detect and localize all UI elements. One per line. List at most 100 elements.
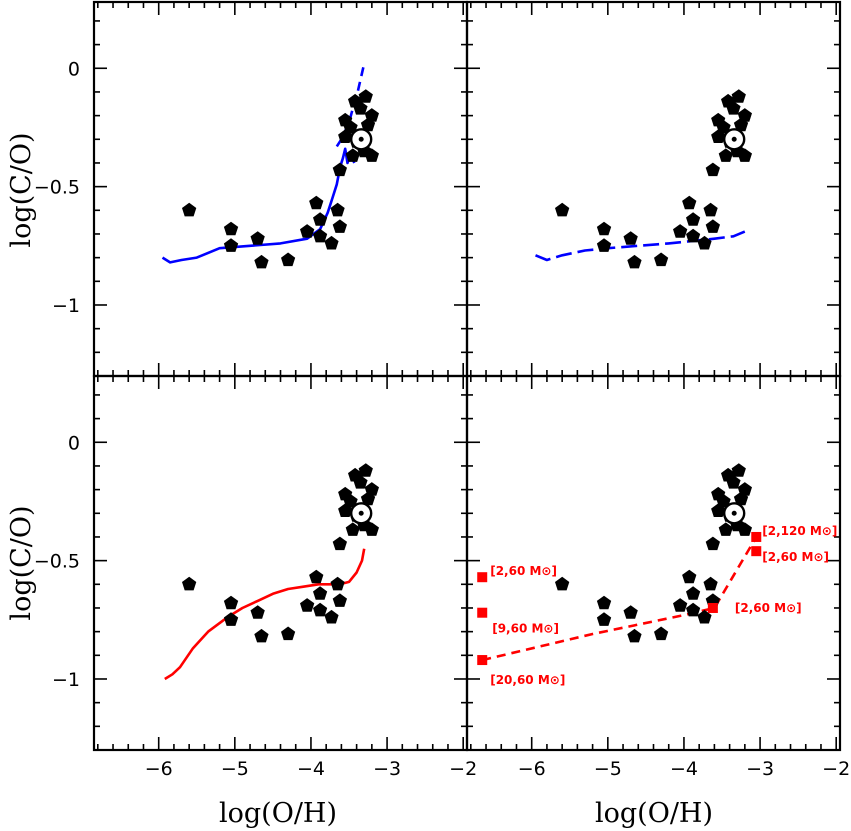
panel-frame — [92, 0, 469, 378]
x-tick-label: −3 — [746, 758, 774, 780]
x-tick-label: −5 — [594, 758, 622, 780]
observation-pentagon — [623, 231, 638, 245]
observation-pentagon — [313, 602, 328, 617]
observation-pentagon — [711, 112, 726, 127]
y-tick-label: −0.5 — [34, 551, 80, 573]
model-point-label: [2,60 M⊙] — [735, 601, 802, 615]
observation-pentagon — [711, 486, 726, 501]
observation-pentagon — [627, 628, 642, 643]
observation-pentagon — [627, 254, 642, 269]
observation-pentagon — [338, 129, 353, 143]
panel-top-left: 0 −0.5 −1 — [34, 0, 469, 378]
x-tick-label: −6 — [518, 758, 546, 780]
panel-bottom-left: 0 −0.5 −1 −6 −5 −4 −3 −2 — [34, 374, 477, 780]
model-point-label: [2,60 M⊙] — [762, 550, 829, 564]
y-axis-title-top: log(C/O) — [6, 132, 37, 247]
observation-pentagon — [223, 612, 239, 626]
panel-top-right — [465, 0, 842, 378]
y-tick-label: −1 — [52, 669, 80, 691]
observation-pentagon — [345, 522, 360, 536]
observation-pentagon — [300, 224, 315, 238]
observation-pentagon — [705, 162, 720, 177]
observation-pentagon — [596, 595, 612, 610]
observation-pentagon — [182, 576, 197, 591]
observation-pentagon — [338, 112, 353, 127]
model-point-square — [477, 572, 488, 583]
observation-pentagon — [711, 503, 726, 517]
observation-pentagon — [703, 202, 718, 217]
observation-pentagon — [330, 576, 345, 591]
observation-pentagon — [364, 148, 379, 162]
observation-pentagon — [345, 148, 360, 162]
observation-pentagon — [737, 522, 752, 536]
observation-pentagon — [223, 221, 239, 236]
model-point-square — [751, 531, 762, 542]
observation-pentagon — [332, 162, 347, 177]
observation-pentagon — [686, 228, 701, 243]
observation-pentagon — [686, 212, 701, 226]
observation-pentagon — [364, 108, 379, 122]
observation-pentagon — [718, 522, 733, 536]
observation-pentagon — [254, 254, 269, 269]
x-tick-label: −5 — [221, 758, 249, 780]
model-point-square — [751, 546, 762, 557]
observation-pentagon — [673, 224, 688, 238]
observation-pentagon — [705, 536, 720, 551]
observation-pentagon — [711, 129, 726, 143]
observation-pentagon — [281, 626, 296, 641]
observation-pentagon — [182, 202, 197, 217]
observation-pentagon — [332, 536, 347, 551]
observation-pentagon — [364, 522, 379, 536]
y-tick-label: 0 — [68, 58, 80, 80]
sun-symbol-dot — [731, 136, 737, 142]
observation-pentagon — [309, 569, 324, 584]
x-tick-label: −2 — [449, 758, 477, 780]
observation-pentagon — [358, 89, 373, 103]
sun-symbol-dot — [731, 510, 737, 516]
observation-pentagon — [737, 482, 752, 496]
observation-pentagon — [726, 475, 741, 489]
observation-pentagon — [596, 238, 612, 252]
observation-pentagon — [223, 238, 239, 252]
observation-pentagon — [705, 219, 720, 233]
observation-pentagon — [623, 605, 638, 619]
observation-pentagon — [254, 628, 269, 643]
observation-pentagon — [697, 609, 712, 624]
panel-frame — [92, 374, 469, 752]
observation-pentagon — [555, 202, 570, 217]
x-tick-label: −6 — [145, 758, 173, 780]
x-axis-title-left: log(O/H) — [219, 798, 337, 829]
model-point-label: [2,120 M⊙] — [762, 524, 837, 538]
observation-pentagon — [250, 605, 265, 619]
observation-pentagon — [353, 101, 368, 115]
x-tick-label: −2 — [822, 758, 850, 780]
observation-pentagon — [654, 252, 669, 267]
observation-pentagon — [324, 609, 339, 624]
observation-pentagon — [737, 148, 752, 162]
y-tick-label: −1 — [52, 295, 80, 317]
observation-pentagon — [673, 598, 688, 612]
observation-pentagon — [596, 221, 612, 236]
observation-pentagon — [686, 586, 701, 600]
model-point-square — [707, 602, 718, 613]
observation-pentagon — [555, 576, 570, 591]
observation-pentagon — [682, 569, 697, 584]
observation-pentagon — [281, 252, 296, 267]
y-axis-title-bottom: log(C/O) — [6, 505, 37, 620]
observation-pentagon — [596, 612, 612, 626]
observation-pentagon — [330, 202, 345, 217]
observation-pentagon — [223, 595, 239, 610]
observation-pentagon — [726, 101, 741, 115]
observation-pentagon — [737, 108, 752, 122]
observation-pentagon — [338, 486, 353, 501]
observation-pentagon — [338, 503, 353, 517]
observation-pentagon — [309, 195, 324, 210]
observation-pentagon — [697, 235, 712, 250]
series-line — [161, 167, 342, 264]
observation-pentagon — [718, 148, 733, 162]
series-line — [164, 548, 366, 681]
observation-pentagon — [364, 482, 379, 496]
model-point-square — [477, 607, 488, 618]
x-tick-label: −3 — [373, 758, 401, 780]
